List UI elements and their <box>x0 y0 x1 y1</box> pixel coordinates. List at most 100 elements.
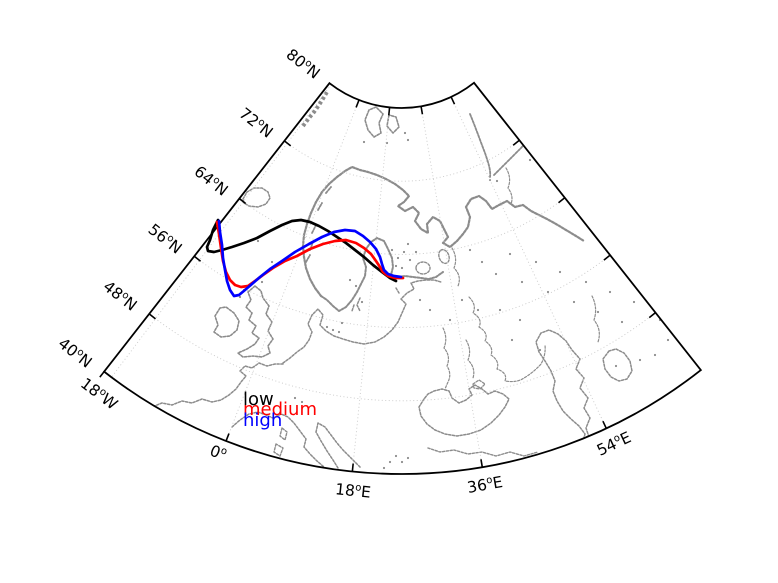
tick-right-48 <box>648 311 656 319</box>
island-lake-speck <box>518 318 522 322</box>
coastlines <box>142 92 670 474</box>
tick-left-72 <box>283 140 292 147</box>
island-lake-speck <box>494 272 498 276</box>
graticule-parallel-72 <box>284 139 520 182</box>
island-lake-speck <box>400 266 404 270</box>
coast-path-28 <box>591 295 600 343</box>
coast-path-1 <box>364 106 384 138</box>
coast-path-32 <box>351 304 355 312</box>
coast-path-14 <box>304 465 319 474</box>
island-lake-speck <box>414 250 418 254</box>
coast-path-9 <box>213 306 240 338</box>
coast-path-33 <box>395 287 400 294</box>
island-lake-speck <box>508 252 512 256</box>
coast-path-16 <box>273 443 284 457</box>
graticule-parallel-48 <box>148 312 656 402</box>
island-lake-speck <box>428 308 432 312</box>
coast-path-26 <box>505 167 513 205</box>
trajectory-lines <box>205 218 405 298</box>
island-lake-speck <box>394 454 398 458</box>
island-lake-speck <box>666 338 670 342</box>
map-label-lon-0: 0o <box>207 442 228 465</box>
island-lake-speck <box>390 248 394 252</box>
graticule-parallel-56 <box>193 254 611 329</box>
legend-item-low: low <box>243 389 274 410</box>
map-label-lat-72n: 72oN <box>236 104 277 141</box>
island-lake-speck <box>362 140 366 144</box>
island-lake-speck <box>510 338 514 342</box>
map-label-lat-64n: 64oN <box>191 162 232 199</box>
island-lake-speck <box>498 308 502 312</box>
map-label-lat-56n: 56oN <box>145 220 186 257</box>
map-label-lat-48n: 48oN <box>100 277 141 314</box>
island-lake-speck <box>406 242 410 246</box>
map-label-lat-80n: 80oN <box>283 45 324 82</box>
coast-path-0 <box>242 187 271 208</box>
island-lake-speck <box>340 321 344 325</box>
trajectory-low <box>205 218 398 283</box>
coast-path-19 <box>472 379 486 390</box>
tick-left-56 <box>193 255 202 262</box>
island-lake-speck <box>396 256 400 260</box>
island-lake-speck <box>238 295 242 299</box>
tick-top-0 <box>355 99 360 108</box>
coast-path-27 <box>451 247 460 287</box>
tick-left-48 <box>148 313 156 320</box>
coast-path-30 <box>438 248 450 265</box>
coast-path-11 <box>231 411 330 474</box>
tick-bottom-0 <box>225 433 230 442</box>
island-lake-speck <box>418 298 422 302</box>
coast-path-2 <box>386 114 400 134</box>
island-lake-speck <box>653 353 657 357</box>
island-lake-speck <box>348 278 352 282</box>
island-lake-speck <box>626 188 630 192</box>
island-lake-speck <box>558 270 562 274</box>
island-lake-speck <box>538 348 542 352</box>
island-lake-speck <box>608 290 612 294</box>
tick-right-64 <box>558 197 566 204</box>
island-lake-speck <box>632 300 636 304</box>
island-lake-speck <box>546 290 550 294</box>
coast-path-24 <box>465 339 475 379</box>
island-lake-speck <box>534 260 538 264</box>
coast-path-18 <box>418 384 510 437</box>
map-label-lat-40n: 40oN <box>55 334 96 371</box>
coast-path-7 <box>282 279 442 364</box>
island-lake-speck <box>596 310 600 314</box>
island-lake-speck <box>260 280 264 284</box>
tick-bottom--18 <box>99 371 105 378</box>
island-lake-speck <box>400 460 404 464</box>
tick-top-36 <box>420 106 424 115</box>
coast-path-25 <box>558 92 576 154</box>
coast-path-3 <box>469 113 492 178</box>
island-lake-speck <box>476 308 480 312</box>
tick-top-54 <box>450 96 456 105</box>
island-lake-speck <box>638 358 642 362</box>
island-lake-speck <box>468 248 472 252</box>
island-lake-speck <box>354 284 358 288</box>
coast-path-17 <box>427 447 539 457</box>
island-lake-speck <box>256 239 260 243</box>
island-lake-speck <box>648 248 652 252</box>
island-lake-speck <box>638 278 642 282</box>
graticule-meridian-0 <box>225 99 360 442</box>
graticule-meridian--18 <box>111 84 332 378</box>
coast-path-4 <box>493 135 531 176</box>
tick-left-64 <box>238 197 247 205</box>
island-lake-speck <box>403 131 407 135</box>
island-lake-speck <box>382 466 386 470</box>
island-lake-speck <box>325 325 329 329</box>
map-boundary <box>102 81 703 475</box>
island-lake-speck <box>618 238 622 242</box>
map-label-lon-18e: 18oE <box>334 480 371 502</box>
island-lake-speck <box>531 129 535 133</box>
island-lake-speck <box>528 158 532 162</box>
tick-right-56 <box>603 254 611 261</box>
coast-path-6 <box>320 237 444 312</box>
island-lake-speck <box>402 250 406 254</box>
coast-path-29 <box>415 261 431 275</box>
island-lake-speck <box>406 456 410 460</box>
island-lake-speck <box>331 328 335 332</box>
